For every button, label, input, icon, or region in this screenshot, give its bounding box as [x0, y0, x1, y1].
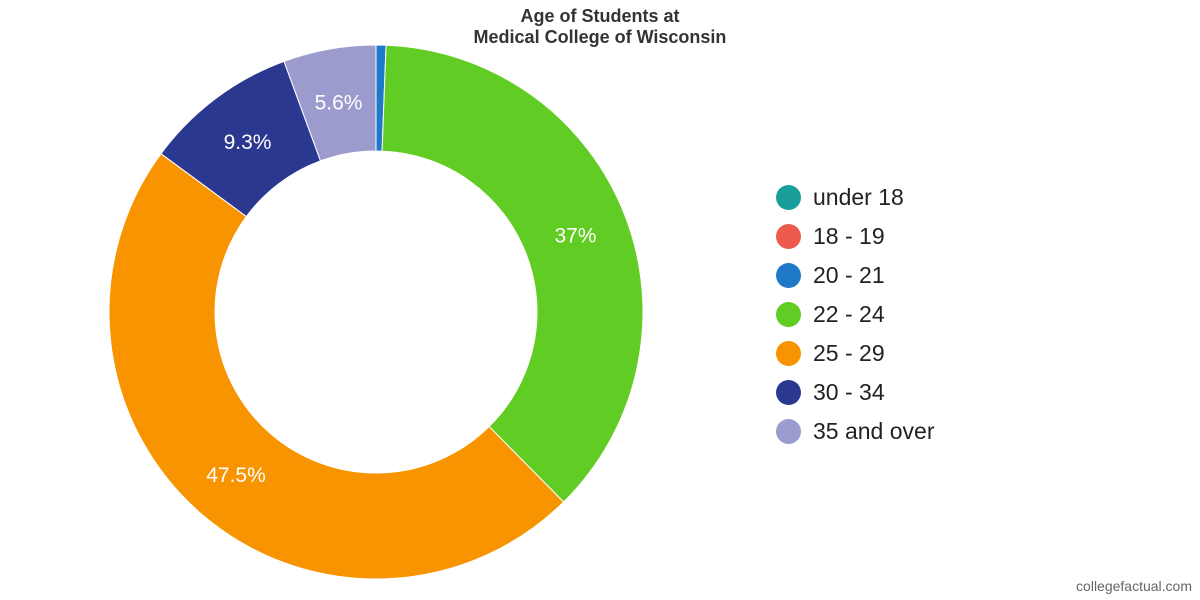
data-label-35-and-over: 5.6%	[315, 91, 363, 114]
legend-swatch	[776, 380, 801, 405]
legend-label: 35 and over	[813, 418, 935, 444]
legend-label: 22 - 24	[813, 301, 885, 327]
legend-swatch	[776, 263, 801, 288]
data-label-30-34: 9.3%	[224, 131, 272, 154]
legend-label: 18 - 19	[813, 223, 885, 249]
chart-title-line-1: Age of Students at	[520, 6, 680, 26]
slice-35-and-over[interactable]	[283, 44, 377, 162]
slice-25-29[interactable]	[108, 153, 565, 580]
legend-label: 20 - 21	[813, 262, 885, 288]
legend-item-18-19[interactable]: 18 - 19	[776, 217, 934, 256]
legend-swatch	[776, 341, 801, 366]
legend-label: under 18	[813, 184, 904, 210]
legend-item-30-34[interactable]: 30 - 34	[776, 373, 934, 412]
slice-22-24[interactable]	[381, 44, 644, 503]
legend-swatch	[776, 185, 801, 210]
legend-swatch	[776, 302, 801, 327]
donut-chart: 37% 47.5% 9.3% 5.6%	[108, 44, 644, 580]
data-label-22-24: 37%	[554, 224, 596, 247]
legend-item-20-21[interactable]: 20 - 21	[776, 256, 934, 295]
legend-item-35-and-over[interactable]: 35 and over	[776, 412, 934, 451]
legend: under 18 18 - 19 20 - 21 22 - 24 25 - 29 30 -…	[776, 178, 934, 451]
data-label-25-29: 47.5%	[206, 464, 266, 487]
source-credit: collegefactual.com	[1076, 578, 1192, 594]
legend-label: 25 - 29	[813, 340, 885, 366]
legend-swatch	[776, 419, 801, 444]
legend-item-25-29[interactable]: 25 - 29	[776, 334, 934, 373]
chart-title: Age of Students at Medical College of Wi…	[300, 6, 900, 48]
legend-swatch	[776, 224, 801, 249]
donut-slices	[108, 44, 644, 580]
legend-label: 30 - 34	[813, 379, 885, 405]
legend-item-under-18[interactable]: under 18	[776, 178, 934, 217]
legend-item-22-24[interactable]: 22 - 24	[776, 295, 934, 334]
chart-title-line-2: Medical College of Wisconsin	[473, 27, 727, 47]
donut-data-labels: 37% 47.5% 9.3% 5.6%	[206, 91, 596, 487]
